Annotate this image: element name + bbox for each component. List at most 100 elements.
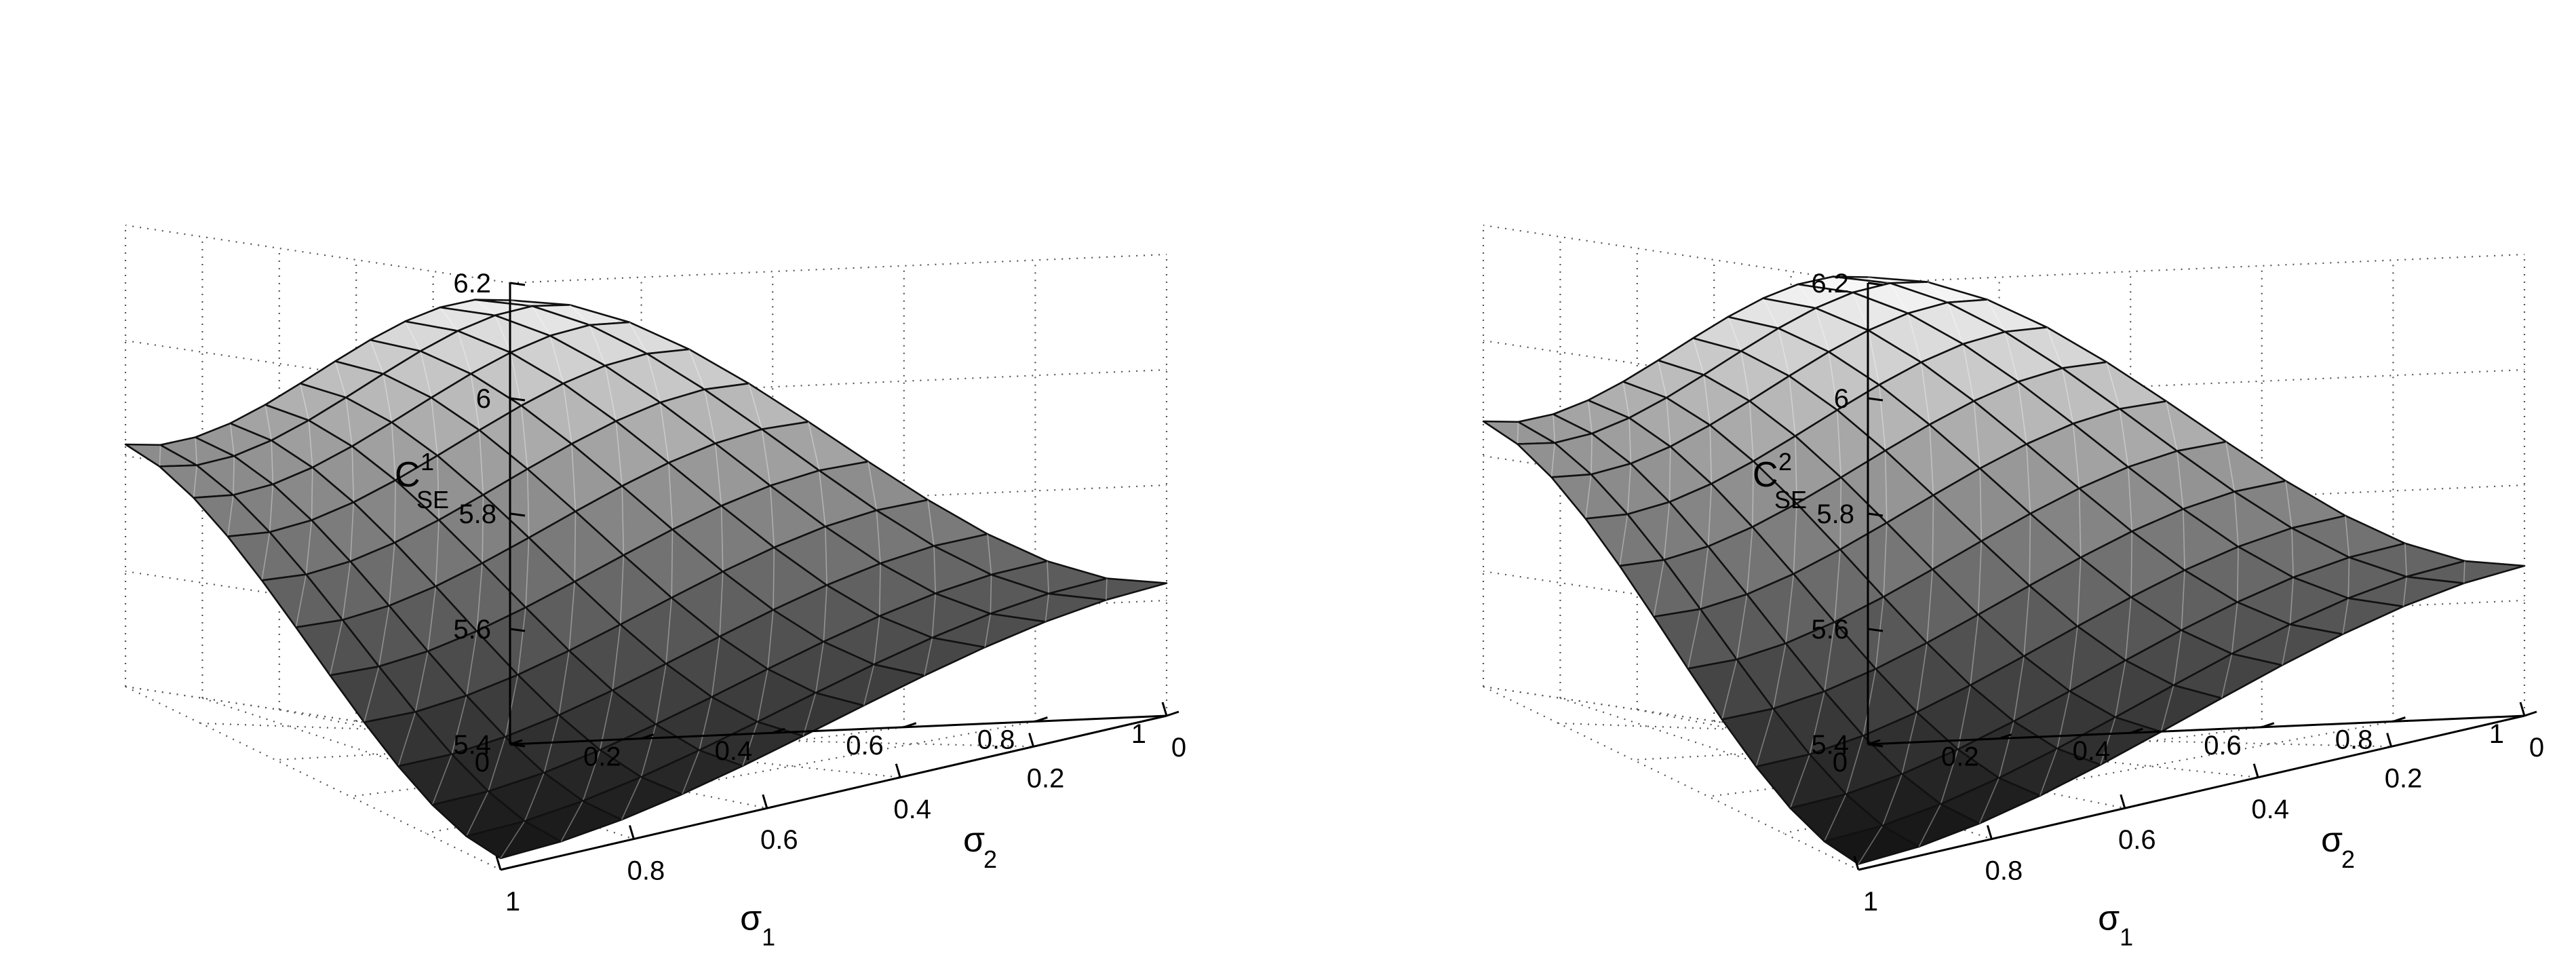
surface-shade-line xyxy=(1797,284,1816,309)
surface-shade-line xyxy=(1707,483,1713,547)
sigma2-axis-title-subscript: 2 xyxy=(2341,845,2355,873)
grid-line xyxy=(202,697,634,840)
surface-shade-line xyxy=(569,304,591,326)
sigma1-tick xyxy=(2120,794,2126,809)
surface-shade-line xyxy=(815,641,825,693)
surface-shade-line xyxy=(1918,803,1942,847)
surface-shade-line xyxy=(1824,794,1847,842)
surface-shade-line xyxy=(1998,721,2014,778)
surface-shade-line xyxy=(562,383,572,444)
sigma2-tick xyxy=(509,739,523,746)
surface-shade-line xyxy=(1883,522,1888,597)
surface-shade-line xyxy=(1657,360,1667,398)
surface-shade-line xyxy=(1793,503,1797,574)
sigma2-axis-title: σ xyxy=(2321,820,2343,860)
surface-shade-line xyxy=(383,373,393,423)
z-axis-title-superscript: 1 xyxy=(421,448,434,476)
surface-shade-line xyxy=(1884,451,1888,523)
surface-shade-line xyxy=(2347,557,2350,598)
z-axis-title: C xyxy=(395,455,421,495)
z-tick xyxy=(509,743,526,748)
surface-shade-line xyxy=(342,561,351,620)
sigma1-tick-label: 1 xyxy=(1863,887,1878,917)
grid-line xyxy=(433,731,1034,748)
sigma1-tick-label: 0.2 xyxy=(2385,763,2423,793)
sigma2-tick-label: 1 xyxy=(1131,719,1146,749)
surface-shade-line xyxy=(659,402,669,463)
z-tick-label: 5.8 xyxy=(1816,499,1854,529)
surface-shade-line xyxy=(1045,593,1049,622)
surface-shade-line xyxy=(1789,375,1796,436)
surface-shade-line xyxy=(767,609,774,670)
sigma1-tick-label: 0.8 xyxy=(1985,856,2023,886)
surface-shade-line xyxy=(819,470,826,527)
surface-shade-line xyxy=(437,455,440,520)
surface-shade-line xyxy=(714,443,722,506)
sigma2-tick-label: 0 xyxy=(1833,748,1848,778)
surface-shade-line xyxy=(682,750,700,794)
sigma2-tick xyxy=(2261,722,2275,729)
surface-shade-line xyxy=(2046,327,2063,368)
surface-shade-line xyxy=(1703,375,1711,425)
surface-shade-line xyxy=(711,636,720,697)
surface-shade-line xyxy=(2166,401,2178,451)
z-tick-label: 5.4 xyxy=(1811,730,1849,760)
sigma1-axis-title-subscript: 1 xyxy=(762,923,775,951)
surface-shade-line xyxy=(2127,467,2133,532)
surface-shade-line xyxy=(619,555,625,625)
surface-shade-line xyxy=(1962,343,1974,402)
sigma1-tick xyxy=(495,856,502,870)
surface-shade-line xyxy=(397,712,416,767)
sigma1-axis-line xyxy=(500,714,1167,871)
sigma1-tick-label: 0.2 xyxy=(1027,763,1065,793)
surface-shade-line xyxy=(1977,541,1983,615)
z-tick-label: 6.2 xyxy=(1811,269,1849,299)
surface-shade-line xyxy=(646,353,661,403)
surface-shade-line xyxy=(524,772,545,822)
surface-shade-line xyxy=(703,389,716,444)
z-tick-label: 5.6 xyxy=(1811,615,1849,645)
surface-shade-line xyxy=(431,397,438,456)
surface-shade-line xyxy=(466,631,477,696)
surface-shade-line xyxy=(1772,643,1787,709)
sigma1-axis-title: σ xyxy=(2098,899,2120,938)
surface-shade-line xyxy=(2285,480,2292,529)
surface-shade-line xyxy=(1047,561,1049,594)
surface-shade-line xyxy=(364,666,380,723)
sigma2-tick xyxy=(772,727,785,734)
surface-shade-line xyxy=(2078,488,2082,558)
surface-shade-line xyxy=(370,339,384,375)
surface-shade-line xyxy=(1653,560,1665,617)
surface-shade-line xyxy=(543,714,560,773)
z-tick-label: 5.6 xyxy=(453,615,491,645)
surface-shade-line xyxy=(1105,578,1108,600)
surface-shade-line xyxy=(604,365,617,421)
surface-shade-line xyxy=(742,721,758,767)
surface-shade-line xyxy=(1815,307,1830,352)
surface-shade-line xyxy=(1778,328,1790,377)
surface-shade-line xyxy=(1728,316,1742,351)
surface-shade-line xyxy=(479,429,484,495)
surface-shade-line xyxy=(612,624,621,691)
surface-shade-line xyxy=(2106,362,2121,409)
surface-shade-line xyxy=(470,373,480,431)
z-tick xyxy=(1867,743,1884,748)
surface-shade-line xyxy=(351,446,355,503)
z-tick xyxy=(1867,397,1884,402)
surface-shade-line xyxy=(933,545,936,594)
surface-shade-line xyxy=(517,607,526,675)
sigma2-axis-title: σ xyxy=(963,820,985,860)
sigma1-tick xyxy=(2386,732,2393,747)
surface-shade-line xyxy=(404,321,421,351)
surface-shade-line xyxy=(1789,754,1810,809)
surface-shade-line xyxy=(2056,691,2071,749)
surface-shade-line xyxy=(1619,514,1628,567)
grid-line xyxy=(1483,685,1869,746)
surface-shade-line xyxy=(2040,748,2058,797)
surface-shade-line xyxy=(1692,338,1704,375)
surface-shade-line xyxy=(1746,526,1753,594)
surface-shade-line xyxy=(931,593,936,638)
z-tick xyxy=(1867,628,1884,632)
surface-shade-line xyxy=(488,736,506,792)
surface-shade-line xyxy=(1517,421,1519,444)
